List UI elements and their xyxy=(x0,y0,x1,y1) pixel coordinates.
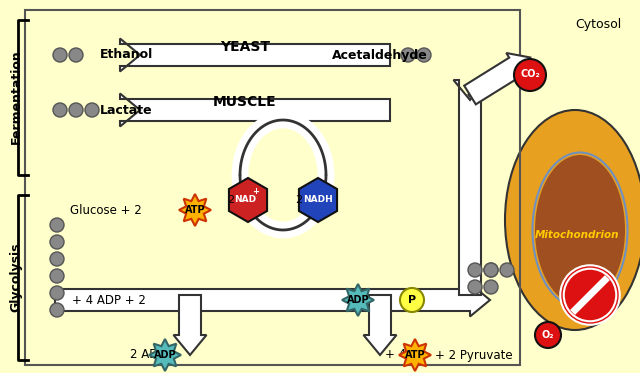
Text: Cytosol: Cytosol xyxy=(575,18,621,31)
Circle shape xyxy=(53,103,67,117)
Circle shape xyxy=(400,288,424,312)
Circle shape xyxy=(500,263,514,277)
FancyArrow shape xyxy=(364,295,397,355)
Text: Acetaldehyde: Acetaldehyde xyxy=(332,48,428,62)
Polygon shape xyxy=(149,339,181,371)
FancyArrow shape xyxy=(120,38,390,72)
Circle shape xyxy=(50,218,64,232)
Ellipse shape xyxy=(505,110,640,330)
Text: 2: 2 xyxy=(227,195,234,205)
Text: ADP: ADP xyxy=(347,295,369,305)
Circle shape xyxy=(401,48,415,62)
Text: ATP: ATP xyxy=(185,205,205,215)
Text: Fermentation: Fermentation xyxy=(10,50,22,144)
Circle shape xyxy=(484,280,498,294)
Ellipse shape xyxy=(535,155,625,305)
Circle shape xyxy=(69,48,83,62)
Text: YEAST: YEAST xyxy=(220,40,270,54)
Polygon shape xyxy=(179,194,211,226)
Circle shape xyxy=(484,263,498,277)
Circle shape xyxy=(417,48,431,62)
Circle shape xyxy=(514,59,546,91)
Text: Lactate: Lactate xyxy=(100,103,152,116)
FancyArrow shape xyxy=(173,295,207,355)
Circle shape xyxy=(468,263,482,277)
FancyArrow shape xyxy=(55,283,490,317)
Text: ATP: ATP xyxy=(404,350,426,360)
FancyArrow shape xyxy=(464,53,531,104)
Text: +: + xyxy=(253,188,259,197)
Text: CO₂: CO₂ xyxy=(520,69,540,79)
Circle shape xyxy=(50,269,64,283)
Circle shape xyxy=(468,280,482,294)
Circle shape xyxy=(50,286,64,300)
FancyArrow shape xyxy=(120,94,390,126)
Circle shape xyxy=(535,322,561,348)
Circle shape xyxy=(53,48,67,62)
Text: MUSCLE: MUSCLE xyxy=(213,95,277,109)
Text: + 2 Pyruvate: + 2 Pyruvate xyxy=(435,348,513,361)
Text: NAD: NAD xyxy=(234,195,256,204)
Text: NADH: NADH xyxy=(303,195,333,204)
Polygon shape xyxy=(399,339,431,371)
Circle shape xyxy=(50,235,64,249)
Text: P: P xyxy=(408,295,416,305)
FancyArrow shape xyxy=(454,80,486,295)
Circle shape xyxy=(85,103,99,117)
Circle shape xyxy=(484,263,498,277)
Text: Ethanol: Ethanol xyxy=(100,48,153,62)
Polygon shape xyxy=(342,284,374,316)
Text: + 4 ADP + 2: + 4 ADP + 2 xyxy=(72,294,146,307)
Text: + 4: + 4 xyxy=(385,348,406,361)
Text: Mitochondrion: Mitochondrion xyxy=(535,230,620,240)
Text: O₂: O₂ xyxy=(541,330,554,340)
Circle shape xyxy=(50,252,64,266)
Bar xyxy=(25,10,520,365)
Text: 2 ADP +: 2 ADP + xyxy=(130,348,179,361)
Circle shape xyxy=(69,103,83,117)
Text: 2: 2 xyxy=(295,195,302,205)
Text: Glycolysis: Glycolysis xyxy=(10,242,22,312)
Circle shape xyxy=(562,267,618,323)
Text: ADP: ADP xyxy=(154,350,176,360)
Text: Glucose + 2: Glucose + 2 xyxy=(70,204,141,216)
Circle shape xyxy=(50,303,64,317)
